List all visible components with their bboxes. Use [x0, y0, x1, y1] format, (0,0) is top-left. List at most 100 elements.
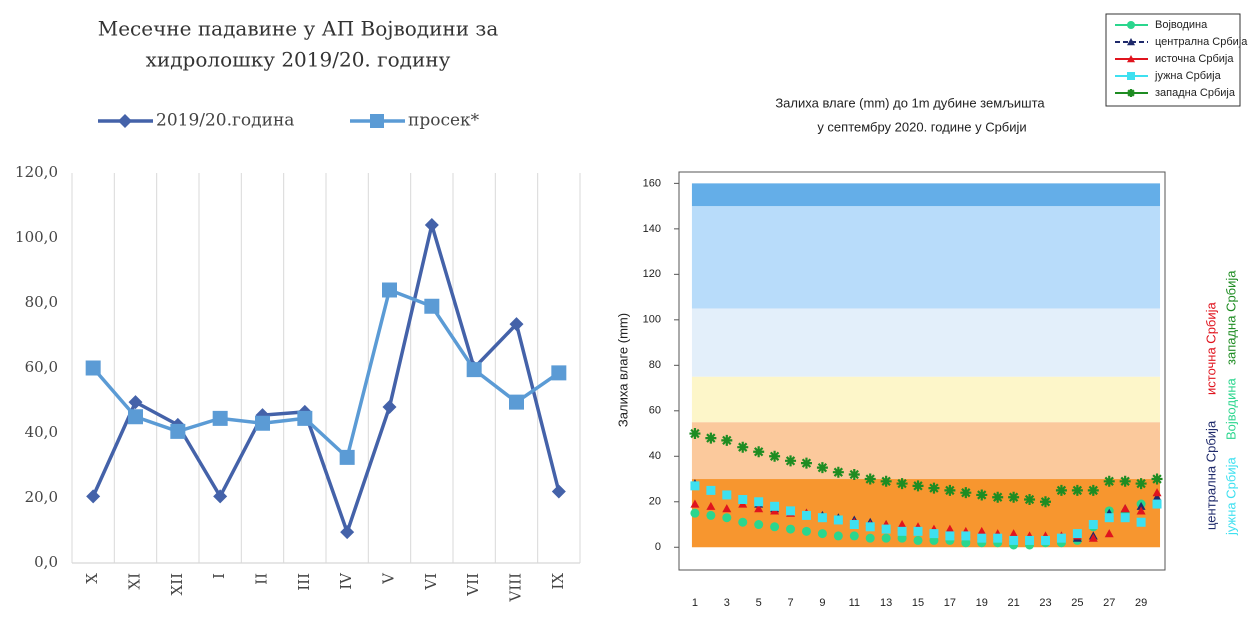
x-tick-label: 3 [724, 597, 730, 609]
data-point [817, 513, 827, 523]
chart-title-line: Месечне падавине у АП Војводини за [98, 17, 499, 41]
data-point [785, 455, 797, 467]
x-tick-label: 9 [819, 597, 825, 609]
y-tick-label: 60 [649, 405, 661, 417]
y-tick-label: 0 [655, 541, 661, 553]
y-tick-label: 20,0 [25, 488, 58, 506]
legend-label: 2019/20.година [156, 111, 294, 131]
data-point [1151, 473, 1163, 485]
y-tick-label: 40 [649, 450, 661, 462]
legend-marker [1127, 89, 1135, 97]
legend-label: централна Србија [1155, 36, 1248, 48]
data-point [1024, 493, 1036, 505]
data-point [848, 468, 860, 480]
data-point [1088, 533, 1098, 542]
data-point [1104, 513, 1114, 523]
data-point [551, 365, 567, 381]
data-point [816, 462, 828, 474]
y-tick-label: 100,0 [15, 228, 58, 246]
x-tick-label: XI [126, 573, 144, 590]
x-tick-label: IV [337, 572, 355, 590]
band [691, 376, 1161, 423]
data-point [1088, 520, 1098, 530]
x-tick-label: VI [422, 573, 440, 591]
data-point [738, 494, 748, 504]
data-point [689, 428, 701, 440]
y-tick-label: 80 [649, 359, 661, 371]
x-tick-label: 11 [849, 597, 860, 609]
x-tick-label: III [295, 573, 313, 591]
legend-label: јужна Србија [1154, 70, 1222, 82]
data-point [297, 410, 313, 426]
x-tick-label: 5 [756, 597, 762, 609]
data-point [1009, 529, 1019, 538]
data-point [509, 394, 524, 410]
data-point [945, 531, 955, 541]
band [691, 183, 1161, 207]
data-point [896, 478, 908, 490]
data-point [737, 441, 749, 453]
data-point [1136, 506, 1146, 515]
x-tick-label: IX [549, 573, 567, 590]
legend-marker [118, 114, 132, 128]
data-point [85, 360, 101, 376]
data-point [1008, 491, 1020, 503]
data-point [897, 526, 907, 536]
data-point [509, 317, 524, 332]
data-point [1072, 529, 1082, 539]
data-point [865, 533, 875, 543]
data-point [800, 457, 812, 469]
x-tick-label: I [210, 573, 228, 579]
x-tick-label: 21 [1007, 597, 1019, 609]
band [691, 206, 1161, 309]
data-point [977, 526, 987, 535]
legend-marker [1127, 72, 1135, 80]
data-point [770, 522, 780, 532]
data-point [881, 524, 891, 534]
chart-title-line: Залиха влаге (mm) до 1m дубине земљишта [775, 95, 1045, 110]
data-point [753, 446, 765, 458]
series-line [91, 218, 561, 538]
data-point [992, 491, 1004, 503]
data-point [722, 490, 732, 500]
data-point [754, 504, 764, 513]
data-point [786, 506, 796, 516]
data-point [466, 362, 482, 378]
x-tick-label: 7 [787, 597, 793, 609]
data-point [1136, 501, 1146, 510]
x-tick-label: 19 [976, 597, 988, 609]
data-point [849, 531, 859, 541]
data-point [340, 525, 355, 540]
data-point [1087, 484, 1099, 496]
data-point [770, 501, 780, 511]
data-point [833, 515, 843, 525]
data-point [1071, 484, 1083, 496]
data-point [738, 517, 748, 527]
data-point [928, 482, 940, 494]
y-axis-label: Залиха влаге (mm) [615, 313, 630, 427]
data-point [786, 524, 796, 534]
data-point [705, 432, 717, 444]
side-legend-label: Војводина [1223, 377, 1238, 440]
legend-marker [370, 114, 384, 128]
data-point [993, 533, 1003, 543]
data-point [961, 538, 971, 548]
x-tick-label: 15 [912, 597, 924, 609]
y-tick-label: 80,0 [25, 293, 58, 311]
side-legend-label: јужна Србија [1223, 457, 1238, 536]
chart-title-line: хидролошку 2019/20. годину [146, 48, 451, 72]
chart-title-line: у септембру 2020. године у Србији [817, 119, 1026, 134]
data-point [551, 484, 566, 499]
side-legend-label: централна Србија [1203, 420, 1218, 530]
band [691, 479, 1161, 548]
data-point [1039, 496, 1051, 508]
legend-label: источна Србија [1155, 53, 1234, 65]
side-legend-label: западна Србија [1223, 270, 1238, 365]
data-point [1152, 492, 1162, 501]
legend-label: Војводина [1155, 19, 1208, 31]
data-point [255, 415, 270, 431]
data-point [833, 531, 843, 541]
data-point [961, 531, 971, 541]
band [691, 308, 1161, 377]
x-tick-label: 17 [944, 597, 956, 609]
